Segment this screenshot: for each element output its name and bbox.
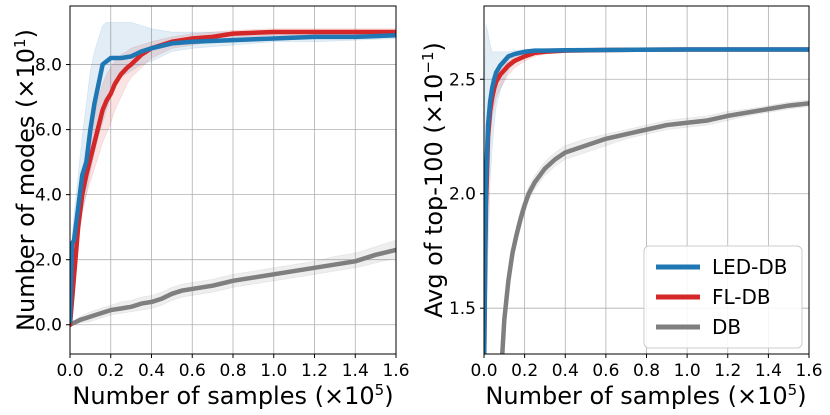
right-ytick-1: 2.0 xyxy=(449,185,476,205)
left-xtick-8: 1.6 xyxy=(382,361,409,381)
left-ytick-0: 0.0 xyxy=(35,316,62,336)
left-band-fl-db xyxy=(70,28,396,325)
right-y-tick-labels: 1.5 2.0 2.5 xyxy=(449,70,484,319)
right-chart-panel: 0.0 0.2 0.4 0.6 0.8 1.0 1.2 1.4 1.6 1.5 2.0 2.5 Nu… xyxy=(419,5,823,410)
right-xtick-8: 1.6 xyxy=(795,361,822,381)
right-y-axis-label: Avg of top-100 (×10−1) xyxy=(419,42,448,318)
right-x-axis-label: Number of samples (×105) xyxy=(485,381,806,410)
left-xtick-2: 0.4 xyxy=(138,361,165,381)
left-xtick-7: 1.4 xyxy=(342,361,369,381)
left-series-lines xyxy=(70,29,396,327)
left-chart-panel: 0.0 0.2 0.4 0.6 0.8 1.0 1.2 1.4 1.6 0.0 2.0 4.0 6.0… xyxy=(11,5,410,410)
left-ytick-2: 4.0 xyxy=(35,186,62,206)
left-ytick-1: 2.0 xyxy=(35,251,62,271)
left-y-axis-label: Number of modes (×101) xyxy=(11,29,40,331)
right-series-lines xyxy=(484,47,809,354)
left-line-led-db xyxy=(70,33,396,324)
right-xtick-7: 1.4 xyxy=(755,361,782,381)
left-xtick-3: 0.6 xyxy=(179,361,206,381)
left-x-axis-label: Number of samples (×105) xyxy=(72,381,393,410)
left-line-db xyxy=(70,247,396,327)
right-xtick-3: 0.6 xyxy=(592,361,619,381)
left-ytick-3: 6.0 xyxy=(35,121,62,141)
right-xtick-0: 0.0 xyxy=(470,361,497,381)
legend-label-fl-db: FL-DB xyxy=(712,285,771,309)
legend-box xyxy=(643,245,803,349)
left-ytick-4: 8.0 xyxy=(35,56,62,76)
left-band-led-db xyxy=(70,21,396,325)
left-xtick-5: 1.0 xyxy=(260,361,287,381)
right-line-db xyxy=(500,101,809,354)
right-line-led-db xyxy=(484,47,809,354)
left-xtick-6: 1.2 xyxy=(301,361,328,381)
right-band-led-db xyxy=(484,24,809,354)
right-xtick-4: 0.8 xyxy=(633,361,660,381)
right-ytick-2: 2.5 xyxy=(449,70,476,90)
legend: LED-DB FL-DB DB xyxy=(643,245,803,349)
left-y-tick-labels: 0.0 2.0 4.0 6.0 8.0 xyxy=(35,56,70,336)
right-xtick-1: 0.2 xyxy=(511,361,538,381)
legend-label-db: DB xyxy=(712,315,741,339)
right-band-db xyxy=(501,99,809,354)
left-line-fl-db xyxy=(70,29,396,327)
left-xtick-0: 0.0 xyxy=(56,361,83,381)
left-grid xyxy=(69,6,397,354)
right-ytick-0: 1.5 xyxy=(449,299,476,319)
left-x-tick-labels: 0.0 0.2 0.4 0.6 0.8 1.0 1.2 1.4 1.6 xyxy=(56,354,410,381)
left-xtick-1: 0.2 xyxy=(97,361,124,381)
right-xtick-5: 1.0 xyxy=(674,361,701,381)
right-xtick-2: 0.4 xyxy=(552,361,579,381)
left-xtick-4: 0.8 xyxy=(219,361,246,381)
right-xtick-6: 1.2 xyxy=(714,361,741,381)
legend-label-led-db: LED-DB xyxy=(712,255,788,279)
right-x-tick-labels: 0.0 0.2 0.4 0.6 0.8 1.0 1.2 1.4 1.6 xyxy=(470,354,823,381)
